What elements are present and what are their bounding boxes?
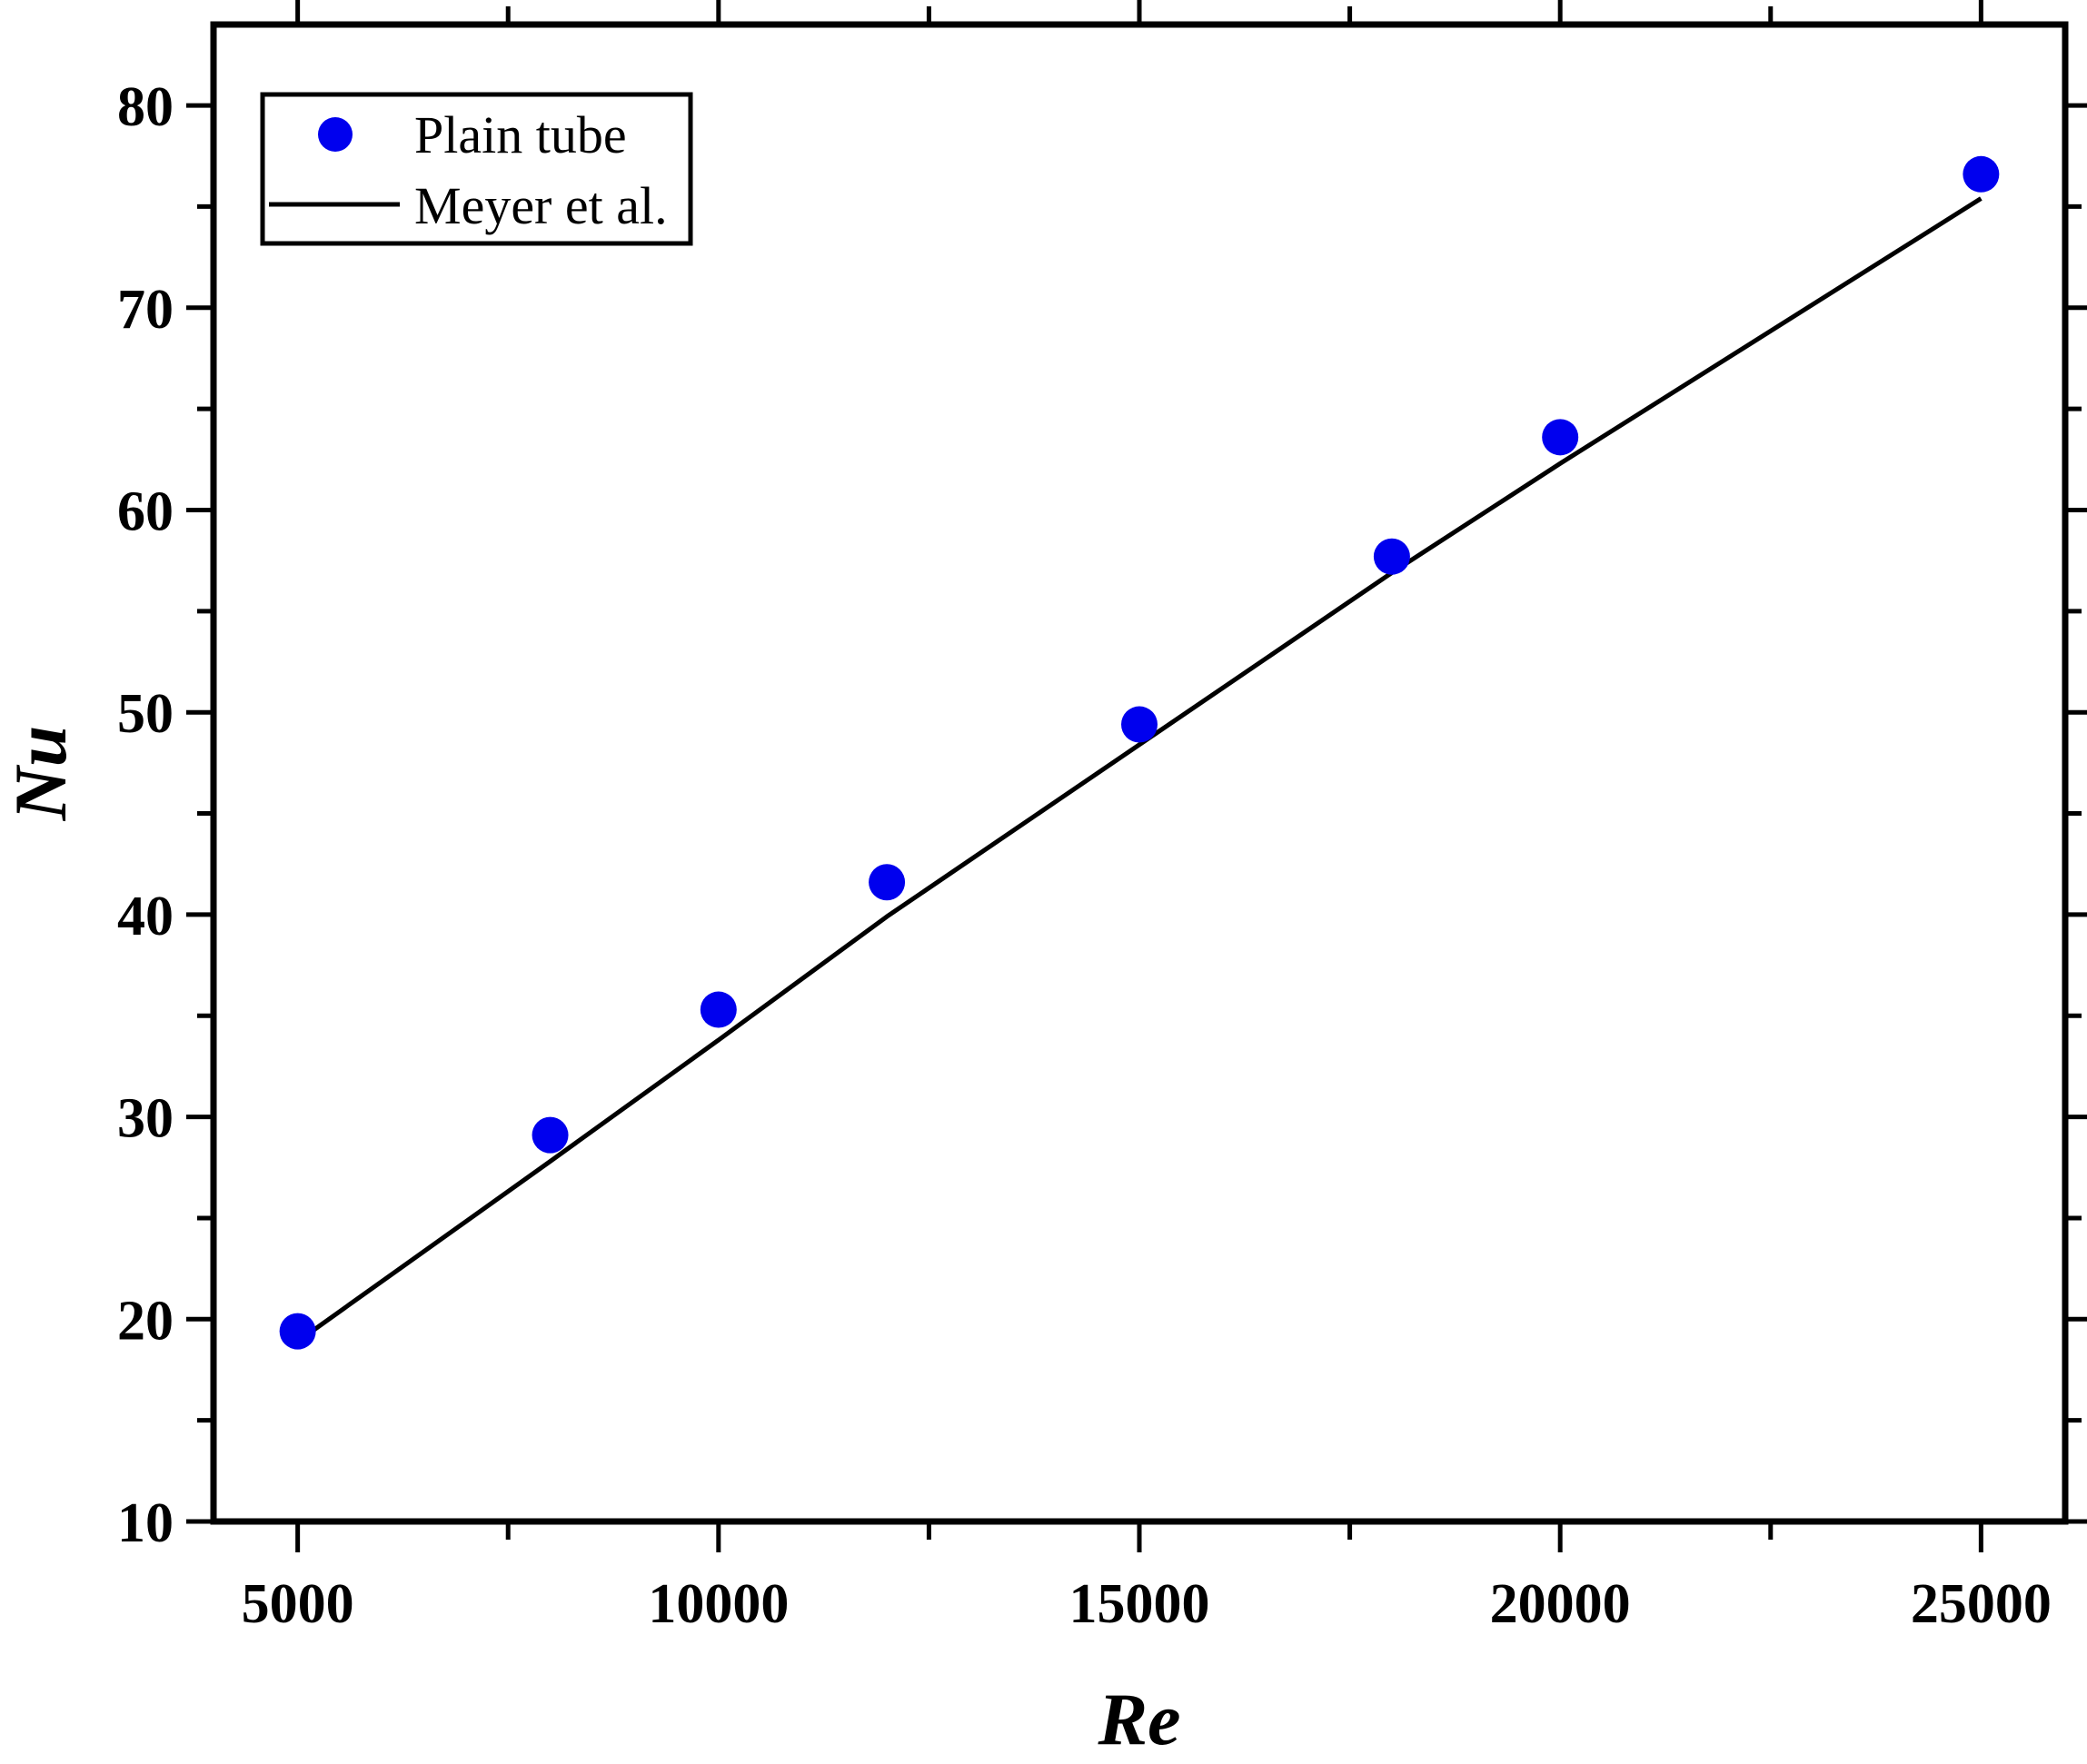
x-axis-tick-labels: 5000 10000 15000 20000 25000 [242, 1573, 2052, 1635]
data-point-plain-tube [532, 1116, 569, 1154]
data-point-plain-tube [1542, 419, 1579, 456]
y-axis-ticks [186, 103, 2087, 1524]
x-tick-label: 25000 [1911, 1573, 2052, 1635]
y-axis-tick-labels: 10 20 30 40 50 60 70 80 [117, 76, 174, 1554]
data-point-plain-tube [1121, 706, 1158, 743]
legend-label-plain-tube: Plain tube [414, 105, 627, 164]
y-tick-label: 50 [117, 683, 174, 745]
legend-label-meyer: Meyer et al. [414, 176, 668, 235]
y-tick-label: 60 [117, 481, 174, 542]
y-tick-label: 30 [117, 1088, 174, 1150]
data-point-plain-tube [279, 1313, 316, 1350]
legend: Plain tube Meyer et al. [260, 92, 693, 246]
x-tick-label: 20000 [1490, 1573, 1631, 1635]
plot-frame [210, 21, 2069, 1525]
series-line-meyer [296, 196, 1983, 1343]
y-tick-label: 40 [117, 886, 174, 947]
y-tick-label: 10 [117, 1492, 174, 1554]
x-tick-label: 10000 [648, 1573, 789, 1635]
y-tick-label: 20 [117, 1290, 174, 1352]
x-axis-ticks [295, 0, 1983, 1552]
data-point-plain-tube [1373, 538, 1410, 575]
x-tick-label: 5000 [242, 1573, 354, 1635]
data-point-plain-tube [700, 991, 737, 1028]
y-axis-title: Nu [0, 726, 82, 822]
x-tick-label: 15000 [1069, 1573, 1210, 1635]
legend-marker-plain-tube [318, 117, 353, 152]
data-point-plain-tube [1963, 155, 2000, 193]
x-axis-title: Re [1097, 1678, 1180, 1760]
y-tick-label: 80 [117, 76, 174, 138]
series-layer [279, 155, 2000, 1350]
data-point-plain-tube [869, 864, 906, 901]
y-tick-label: 70 [117, 279, 174, 341]
